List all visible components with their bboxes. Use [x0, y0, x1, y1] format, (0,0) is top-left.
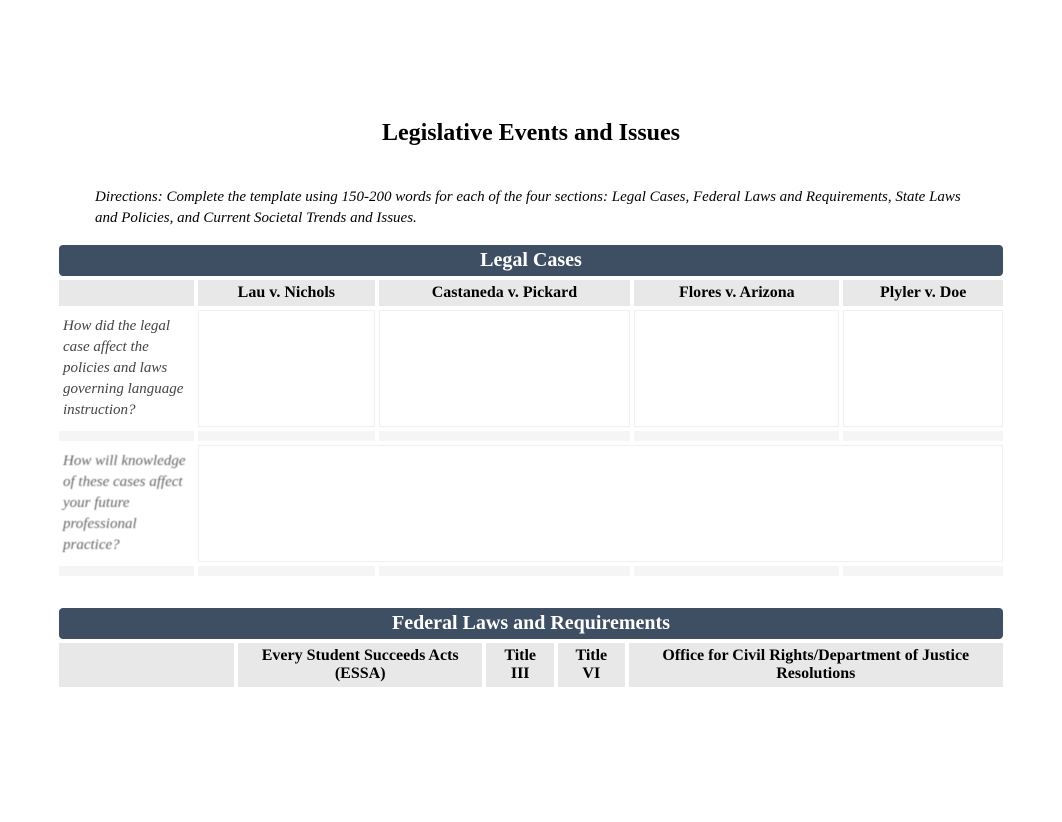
- row-label-policies: How did the legal case affect the polici…: [59, 310, 194, 427]
- col-header-plyler: Plyler v. Doe: [843, 280, 1003, 306]
- answer-cell[interactable]: [198, 310, 375, 427]
- col-header-lau: Lau v. Nichols: [198, 280, 375, 306]
- spacer-cell: [59, 566, 194, 576]
- spacer-cell: [634, 566, 839, 576]
- federal-laws-table: Federal Laws and Requirements Every Stud…: [55, 604, 1007, 691]
- col-header-castaneda: Castaneda v. Pickard: [379, 280, 630, 306]
- page-title: Legislative Events and Issues: [55, 120, 1007, 147]
- spacer-cell: [198, 566, 375, 576]
- col-header-title6: Title VI: [558, 643, 625, 687]
- col-header-essa: Every Student Succeeds Acts (ESSA): [238, 643, 482, 687]
- spacer-cell: [379, 566, 630, 576]
- answer-cell[interactable]: [379, 310, 630, 427]
- section-header-federal-laws: Federal Laws and Requirements: [59, 608, 1003, 639]
- col-header-flores: Flores v. Arizona: [634, 280, 839, 306]
- blank-corner-cell: [59, 280, 194, 306]
- answer-cell[interactable]: [634, 310, 839, 427]
- spacer-cell: [379, 431, 630, 441]
- spacer-cell: [59, 431, 194, 441]
- answer-cell-wide[interactable]: [198, 445, 1003, 562]
- spacer-cell: [843, 566, 1003, 576]
- legal-cases-table: Legal Cases Lau v. Nichols Castaneda v. …: [55, 241, 1007, 580]
- spacer-cell: [843, 431, 1003, 441]
- blank-corner-cell: [59, 643, 234, 687]
- col-header-title3: Title III: [486, 643, 554, 687]
- answer-cell[interactable]: [843, 310, 1003, 427]
- spacer-cell: [634, 431, 839, 441]
- row-label-practice: How will knowledge of these cases affect…: [59, 445, 194, 562]
- section-header-legal-cases: Legal Cases: [59, 245, 1003, 276]
- directions-text: Directions: Complete the template using …: [95, 187, 967, 229]
- spacer-cell: [198, 431, 375, 441]
- col-header-ocr: Office for Civil Rights/Department of Ju…: [629, 643, 1003, 687]
